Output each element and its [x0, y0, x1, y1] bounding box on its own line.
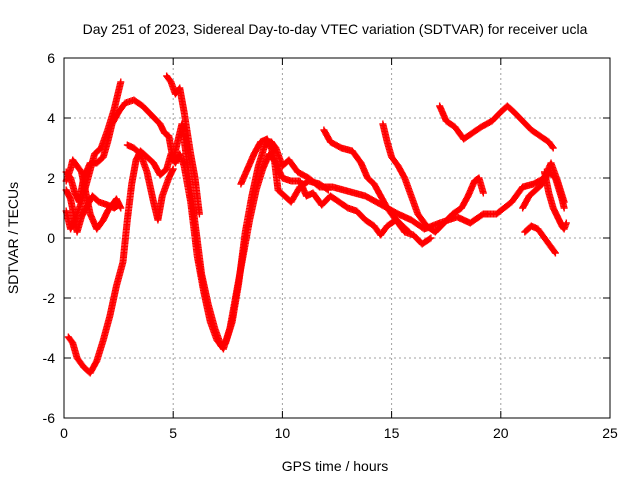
y-tick-label: 4: [47, 110, 55, 126]
data-point-marker: [426, 235, 434, 243]
data-point-marker: [117, 78, 125, 86]
y-tick-label: 6: [47, 50, 55, 66]
series-track-9: [320, 126, 413, 236]
plot-frame: [63, 57, 611, 419]
data-point-marker: [479, 189, 487, 197]
y-tick-label: -6: [43, 410, 56, 426]
x-tick-label: 20: [493, 425, 509, 441]
data-point-marker: [323, 185, 331, 193]
x-tick-label: 5: [169, 425, 177, 441]
data-point-marker: [548, 143, 556, 151]
data-point-marker: [562, 219, 570, 227]
data-point-marker: [195, 210, 203, 218]
series-track-2: [62, 96, 568, 350]
data-point-marker: [560, 204, 568, 212]
series-track-8: [237, 135, 332, 206]
data-point-marker: [405, 228, 413, 236]
series-track-11: [436, 102, 557, 152]
series-track-4: [62, 78, 125, 233]
data-point-marker: [549, 144, 557, 152]
y-tick-label: 0: [47, 230, 55, 246]
grid: [64, 58, 610, 418]
y-tick-label: -2: [43, 290, 56, 306]
x-tick-label: 15: [384, 425, 400, 441]
data-point-marker: [169, 165, 177, 173]
plot-data: [62, 72, 570, 377]
y-tick-label: -4: [43, 350, 56, 366]
y-axis-label: SDTVAR / TECUs: [5, 182, 21, 294]
data-point-marker: [404, 227, 412, 235]
data-point-marker: [117, 204, 125, 212]
series-track-7: [163, 72, 203, 218]
series-track-14: [540, 168, 570, 233]
series-track-5: [64, 147, 435, 377]
x-tick-label: 25: [602, 425, 618, 441]
x-tick-label: 0: [60, 425, 68, 441]
data-point-marker: [324, 186, 332, 194]
x-axis-label: GPS time / hours: [282, 458, 389, 474]
chart-title: Day 251 of 2023, Sidereal Day-to-day VTE…: [83, 21, 588, 37]
data-point-marker: [551, 249, 559, 257]
data-point-marker: [551, 248, 559, 256]
axis-tick-labels: 0 5 10 15 20 25 -6 -4 -2 0 2 4 6: [43, 50, 618, 441]
series-track-13: [521, 222, 559, 257]
series-track-6: [123, 141, 177, 224]
data-point-marker: [427, 234, 435, 242]
x-tick-label: 10: [275, 425, 291, 441]
series-track-10: [379, 120, 487, 236]
series-track-3: [62, 156, 125, 233]
y-tick-label: 2: [47, 170, 55, 186]
